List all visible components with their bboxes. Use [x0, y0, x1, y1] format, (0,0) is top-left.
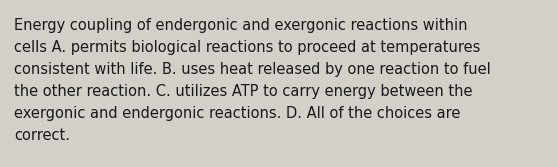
Text: the other reaction. C. utilizes ATP to carry energy between the: the other reaction. C. utilizes ATP to c… — [14, 84, 473, 99]
Text: consistent with life. B. uses heat released by one reaction to fuel: consistent with life. B. uses heat relea… — [14, 62, 490, 77]
Text: Energy coupling of endergonic and exergonic reactions within: Energy coupling of endergonic and exergo… — [14, 18, 468, 33]
Text: correct.: correct. — [14, 128, 70, 143]
Text: cells A. permits biological reactions to proceed at temperatures: cells A. permits biological reactions to… — [14, 40, 480, 55]
Text: exergonic and endergonic reactions. D. All of the choices are: exergonic and endergonic reactions. D. A… — [14, 106, 460, 121]
